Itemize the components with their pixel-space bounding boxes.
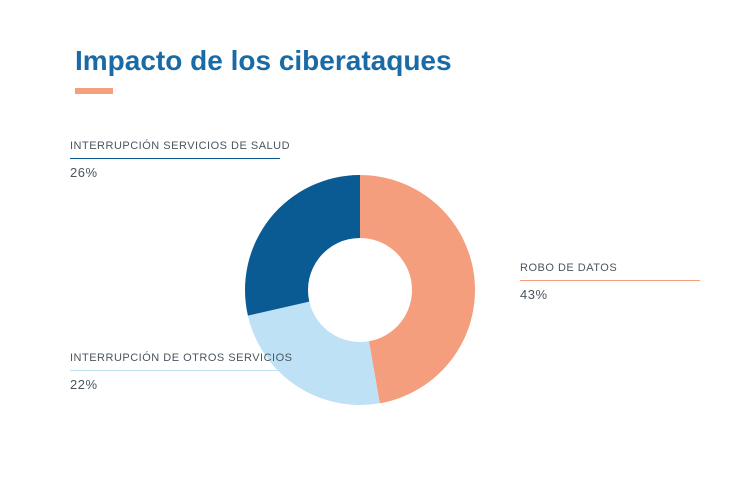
donut-chart: ROBO DE DATOS 43% INTERRUPCIÓN DE OTROS SE…	[0, 0, 750, 500]
callout-rule	[70, 370, 280, 371]
callout-rule	[70, 158, 280, 159]
callout-pct: 43%	[520, 287, 700, 302]
callout-label: INTERRUPCIÓN DE OTROS SERVICIOS	[70, 352, 280, 364]
callout-salud: INTERRUPCIÓN SERVICIOS DE SALUD 26%	[70, 140, 280, 180]
donut-slice-robo	[360, 175, 475, 403]
callout-robo: ROBO DE DATOS 43%	[520, 262, 700, 302]
callout-pct: 22%	[70, 377, 280, 392]
callout-otros: INTERRUPCIÓN DE OTROS SERVICIOS 22%	[70, 352, 280, 392]
callout-label: ROBO DE DATOS	[520, 262, 700, 274]
callout-rule	[520, 280, 700, 281]
donut-slice-salud	[245, 175, 360, 316]
callout-label: INTERRUPCIÓN SERVICIOS DE SALUD	[70, 140, 280, 152]
callout-pct: 26%	[70, 165, 280, 180]
